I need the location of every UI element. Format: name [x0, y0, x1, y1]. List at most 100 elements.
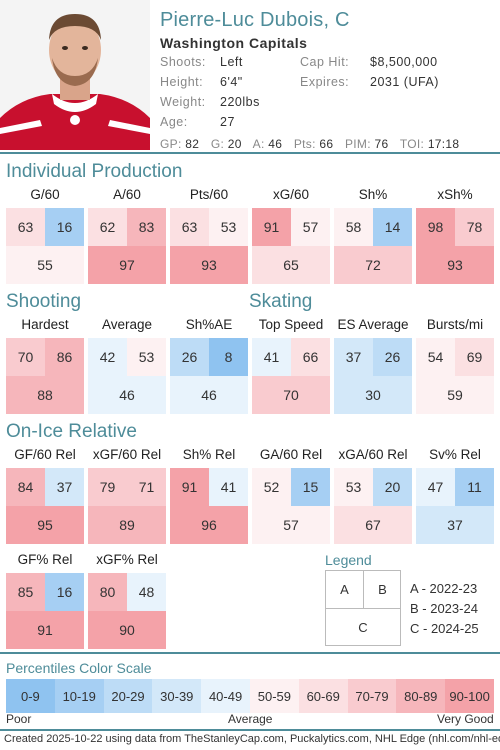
metric-hardest: Hardest 70 86 88 [6, 316, 84, 414]
metric-svrel: Sv% Rel 47 11 37 [416, 446, 494, 544]
metric-title: Sh%AE [185, 317, 233, 332]
scale-label-poor: Poor [6, 712, 32, 726]
stat-pim-label: PIM: [344, 137, 371, 151]
metric-cells: 80 48 90 [88, 573, 166, 649]
percentile-cell-c: 55 [6, 246, 84, 284]
percentile-color-scale: 0-9 10-19 20-29 30-39 40-49 50-59 60-69 70-79 80… [6, 679, 494, 713]
legend-title: Legend [325, 552, 372, 568]
metric-cells: 91 41 96 [170, 468, 248, 544]
metric-title: xG/60 [272, 187, 310, 202]
percentile-cell-c: 67 [334, 506, 412, 544]
metric-cells: 41 66 70 [252, 338, 330, 414]
scale-bin: 0-9 [6, 679, 55, 713]
metric-cells: 63 16 55 [6, 208, 84, 284]
metric-average: Average 42 53 46 [88, 316, 166, 414]
scale-title: Percentiles Color Scale [6, 660, 152, 676]
metric-title: A/60 [113, 187, 141, 202]
stat-pts-label: Pts: [293, 137, 316, 151]
stat-pts-value: 66 [319, 137, 334, 151]
metric-bursts: Bursts/mi 54 69 59 [416, 316, 494, 414]
player-name: Pierre-Luc Dubois, C [160, 9, 350, 31]
percentile-cell-b: 20 [373, 468, 412, 506]
metric-sh: Sh% 58 14 72 [334, 186, 412, 284]
scale-bin: 50-59 [249, 679, 299, 713]
percentile-cell-a: 41 [252, 338, 291, 376]
percentile-cell-a: 26 [170, 338, 209, 376]
percentile-cell-c: 93 [170, 246, 248, 284]
percentile-cell-a: 58 [334, 208, 373, 246]
footer-divider [0, 729, 500, 731]
section-title-production: Individual Production [6, 161, 183, 182]
stat-pim-value: 76 [374, 137, 389, 151]
stat-a-label: A: [252, 137, 265, 151]
metric-cells: 70 86 88 [6, 338, 84, 414]
legend-vertical-line [363, 571, 364, 608]
metric-xgf60: xGF/60 Rel 79 71 89 [88, 446, 166, 544]
legend-cell-a: A [340, 582, 349, 597]
stat-g-label: G: [210, 137, 225, 151]
metric-xsh: xSh% 98 78 93 [416, 186, 494, 284]
metric-g60: G/60 63 16 55 [6, 186, 84, 284]
metric-cells: 52 15 57 [252, 468, 330, 544]
percentile-cell-c: 88 [6, 376, 84, 414]
metric-title: ES Average [337, 317, 409, 332]
percentile-cell-c: 46 [170, 376, 248, 414]
height-value: 6'4" [220, 75, 243, 89]
percentile-cell-b: 16 [45, 208, 84, 246]
percentile-cell-c: 37 [416, 506, 494, 544]
percentile-cell-b: 15 [291, 468, 330, 506]
legend-item-b: B - 2023-24 [410, 601, 478, 616]
percentile-cell-a: 63 [170, 208, 209, 246]
cap-hit-label: Cap Hit: [300, 55, 350, 69]
percentile-cell-a: 91 [170, 468, 209, 506]
metric-title: Bursts/mi [426, 317, 484, 332]
metric-title: xGF% Rel [96, 552, 158, 567]
age-value: 27 [220, 115, 235, 129]
metric-xga60: xGA/60 Rel 53 20 67 [334, 446, 412, 544]
stat-toi-value: 17:18 [427, 137, 460, 151]
scale-bin: 90-100 [445, 679, 494, 713]
metric-cells: 47 11 37 [416, 468, 494, 544]
percentile-cell-b: 53 [209, 208, 248, 246]
percentile-cell-a: 70 [6, 338, 45, 376]
stat-g-value: 20 [227, 137, 242, 151]
percentile-cell-c: 30 [334, 376, 412, 414]
header-divider [0, 152, 500, 154]
metric-cells: 63 53 93 [170, 208, 248, 284]
weight-label: Weight: [160, 95, 206, 109]
legend-item-a: A - 2022-23 [410, 581, 478, 596]
metric-title: G/60 [30, 187, 60, 202]
metric-title: Average [101, 317, 153, 332]
metric-gfpct: GF% Rel 85 16 91 [6, 551, 84, 649]
metric-cells: 54 69 59 [416, 338, 494, 414]
weight-value: 220lbs [220, 95, 260, 109]
legend-horizontal-line [326, 608, 400, 609]
percentile-cell-b: 8 [209, 338, 248, 376]
metric-cells: 91 57 65 [252, 208, 330, 284]
player-photo-illustration [0, 0, 150, 150]
scale-bin: 60-69 [298, 679, 348, 713]
percentile-cell-b: 37 [45, 468, 84, 506]
percentile-cell-b: 78 [455, 208, 494, 246]
percentile-cell-b: 71 [127, 468, 166, 506]
percentile-cell-b: 86 [45, 338, 84, 376]
percentile-cell-c: 96 [170, 506, 248, 544]
stat-gp-label: GP: [160, 137, 182, 151]
percentile-cell-c: 90 [88, 611, 166, 649]
percentile-cell-b: 53 [127, 338, 166, 376]
metric-cells: 85 16 91 [6, 573, 84, 649]
metric-title: Sh% Rel [182, 447, 236, 462]
metric-cells: 37 26 30 [334, 338, 412, 414]
shoots-value: Left [220, 55, 243, 69]
section-title-shooting: Shooting [6, 291, 82, 312]
metric-esavg: ES Average 37 26 30 [334, 316, 412, 414]
percentile-cell-b: 14 [373, 208, 412, 246]
percentile-cell-c: 93 [416, 246, 494, 284]
percentile-cell-b: 57 [291, 208, 330, 246]
scale-bin: 20-29 [103, 679, 153, 713]
scale-divider [0, 652, 500, 654]
metric-cells: 84 37 95 [6, 468, 84, 544]
scale-label-very-good: Very Good [437, 712, 494, 726]
percentile-cell-a: 98 [416, 208, 455, 246]
cap-hit-value: $8,500,000 [370, 55, 438, 69]
